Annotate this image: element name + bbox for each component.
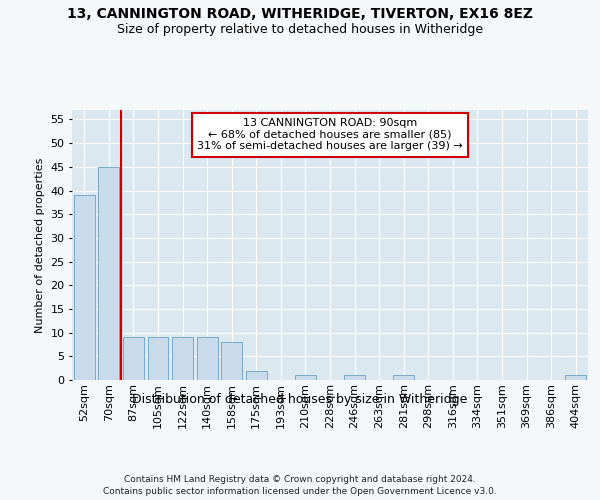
Bar — [565, 376, 586, 380]
Text: 13 CANNINGTON ROAD: 90sqm
← 68% of detached houses are smaller (85)
31% of semi-: 13 CANNINGTON ROAD: 90sqm ← 68% of detac… — [197, 118, 463, 152]
Text: 13, CANNINGTON ROAD, WITHERIDGE, TIVERTON, EX16 8EZ: 13, CANNINGTON ROAD, WITHERIDGE, TIVERTO… — [67, 8, 533, 22]
Bar — [197, 338, 218, 380]
Bar — [246, 370, 267, 380]
Text: Contains HM Land Registry data © Crown copyright and database right 2024.
Contai: Contains HM Land Registry data © Crown c… — [103, 475, 497, 496]
Bar — [74, 196, 95, 380]
Bar — [123, 338, 144, 380]
Bar — [148, 338, 169, 380]
Bar — [221, 342, 242, 380]
Y-axis label: Number of detached properties: Number of detached properties — [35, 158, 44, 332]
Bar — [295, 376, 316, 380]
Bar — [98, 167, 119, 380]
Text: Distribution of detached houses by size in Witheridge: Distribution of detached houses by size … — [133, 392, 467, 406]
Bar — [393, 376, 414, 380]
Bar — [172, 338, 193, 380]
Text: Size of property relative to detached houses in Witheridge: Size of property relative to detached ho… — [117, 22, 483, 36]
Bar — [344, 376, 365, 380]
